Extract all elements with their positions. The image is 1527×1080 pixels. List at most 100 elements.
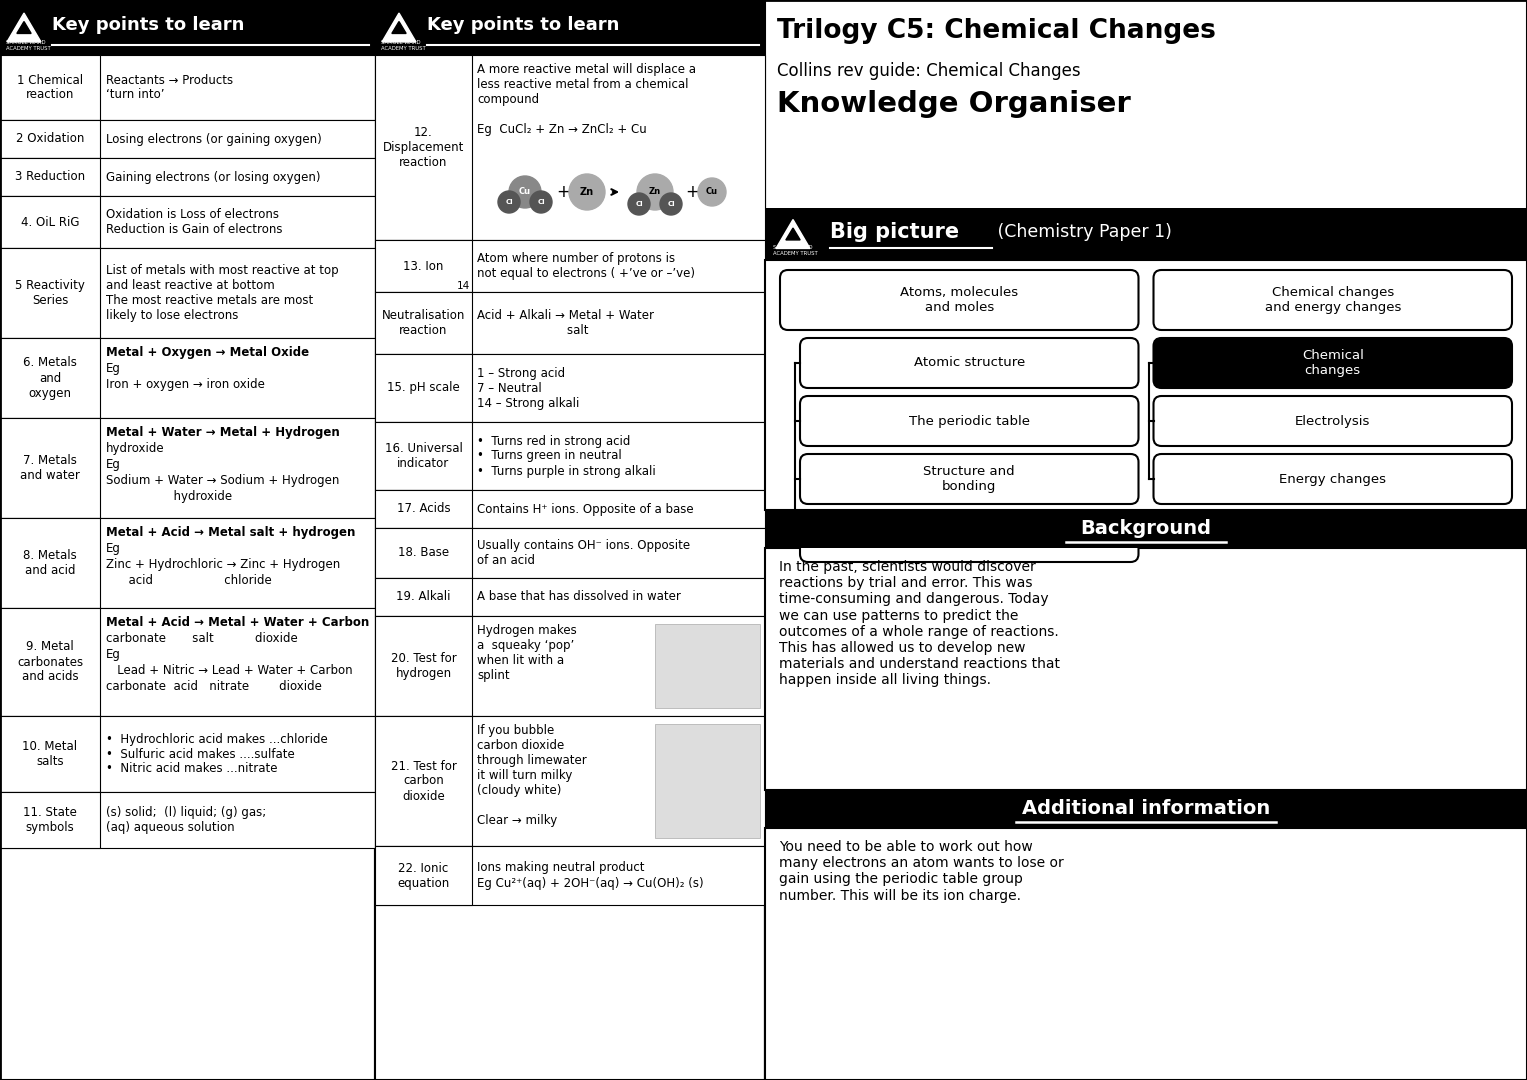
Text: hydroxide: hydroxide: [105, 442, 165, 455]
Text: Atom where number of protons is
not equal to electrons ( +’ve or –’ve): Atom where number of protons is not equa…: [476, 252, 695, 280]
FancyBboxPatch shape: [1153, 338, 1512, 388]
Text: •  Turns red in strong acid
•  Turns green in neutral
•  Turns purple in strong : • Turns red in strong acid • Turns green…: [476, 434, 655, 477]
FancyBboxPatch shape: [800, 512, 1139, 562]
Text: 16. Universal
indicator: 16. Universal indicator: [385, 442, 463, 470]
Bar: [0, 195, 99, 248]
Text: 5 Reactivity
Series: 5 Reactivity Series: [15, 279, 86, 307]
Text: (cloudy white): (cloudy white): [476, 784, 562, 797]
Bar: [376, 528, 472, 578]
Bar: [376, 716, 765, 846]
FancyBboxPatch shape: [800, 396, 1139, 446]
Text: A more reactive metal will displace a: A more reactive metal will displace a: [476, 63, 696, 76]
Bar: [0, 0, 376, 1080]
Text: carbonate       salt           dioxide: carbonate salt dioxide: [105, 632, 298, 645]
Text: Atomic structure: Atomic structure: [913, 356, 1025, 369]
Text: Zn: Zn: [649, 188, 661, 197]
Bar: [376, 578, 472, 616]
Bar: [376, 240, 472, 292]
Circle shape: [570, 174, 605, 210]
Text: Cl: Cl: [667, 201, 675, 207]
FancyBboxPatch shape: [800, 338, 1139, 388]
Bar: [376, 616, 765, 716]
Text: acid                   chloride: acid chloride: [105, 573, 272, 588]
Text: 4. OiL RiG: 4. OiL RiG: [21, 216, 79, 229]
Text: 1 Chemical
reaction: 1 Chemical reaction: [17, 73, 82, 102]
Text: Big picture: Big picture: [831, 222, 959, 242]
Polygon shape: [776, 219, 809, 248]
Text: +: +: [556, 183, 570, 201]
Text: 19. Alkali: 19. Alkali: [395, 591, 450, 604]
Text: 9. Metal
carbonates
and acids: 9. Metal carbonates and acids: [17, 640, 82, 684]
Text: Eg  CuCl₂ + Zn → ZnCl₂ + Cu: Eg CuCl₂ + Zn → ZnCl₂ + Cu: [476, 123, 647, 136]
Bar: [376, 528, 765, 578]
Text: 1 – Strong acid
7 – Neutral
14 – Strong alkali: 1 – Strong acid 7 – Neutral 14 – Strong …: [476, 366, 579, 409]
Text: Zinc + Hydrochloric → Zinc + Hydrogen: Zinc + Hydrochloric → Zinc + Hydrogen: [105, 558, 341, 571]
Text: Eg: Eg: [105, 648, 121, 661]
FancyBboxPatch shape: [780, 270, 1139, 330]
Text: Collins rev guide: Chemical Changes: Collins rev guide: Chemical Changes: [777, 62, 1081, 80]
Bar: [765, 208, 1527, 260]
Text: 21. Test for
carbon
dioxide: 21. Test for carbon dioxide: [391, 759, 457, 802]
Text: SAMUEL WARD
ACADEMY TRUST: SAMUEL WARD ACADEMY TRUST: [773, 245, 818, 256]
Text: A base that has dissolved in water: A base that has dissolved in water: [476, 591, 681, 604]
Circle shape: [660, 193, 683, 215]
Polygon shape: [17, 22, 31, 33]
Text: Losing electrons (or gaining oxygen): Losing electrons (or gaining oxygen): [105, 133, 322, 146]
Text: Cl: Cl: [635, 201, 643, 207]
Text: SAMUEL WARD
ACADEMY TRUST: SAMUEL WARD ACADEMY TRUST: [6, 40, 50, 51]
Bar: [0, 195, 376, 248]
Bar: [376, 846, 472, 905]
Bar: [655, 624, 760, 708]
Bar: [0, 0, 376, 55]
Text: 7. Metals
and water: 7. Metals and water: [20, 454, 79, 482]
Bar: [376, 292, 765, 354]
Text: Zn: Zn: [580, 187, 594, 197]
Bar: [376, 716, 472, 846]
Text: Energy changes: Energy changes: [1280, 473, 1387, 486]
Circle shape: [637, 174, 673, 210]
Text: Key points to learn: Key points to learn: [428, 15, 620, 33]
Text: Eg: Eg: [105, 362, 121, 375]
Text: Chemical changes
and energy changes: Chemical changes and energy changes: [1264, 286, 1400, 314]
Text: Contains H⁺ ions. Opposite of a base: Contains H⁺ ions. Opposite of a base: [476, 502, 693, 515]
Text: carbon dioxide: carbon dioxide: [476, 739, 565, 752]
Circle shape: [628, 193, 651, 215]
Bar: [0, 608, 99, 716]
Bar: [0, 792, 376, 848]
Text: (Chemistry Paper 1): (Chemistry Paper 1): [993, 222, 1171, 241]
Bar: [0, 248, 99, 338]
Bar: [376, 0, 765, 55]
Text: Sodium + Water → Sodium + Hydrogen: Sodium + Water → Sodium + Hydrogen: [105, 474, 339, 487]
Bar: [376, 490, 472, 528]
Circle shape: [530, 191, 551, 213]
Text: Reactants → Products
‘turn into’: Reactants → Products ‘turn into’: [105, 73, 234, 102]
Text: 14: 14: [457, 281, 470, 291]
Text: Metal + Acid → Metal salt + hydrogen: Metal + Acid → Metal salt + hydrogen: [105, 526, 356, 539]
Text: 6. Metals
and
oxygen: 6. Metals and oxygen: [23, 356, 76, 400]
Text: Metal + Oxygen → Metal Oxide: Metal + Oxygen → Metal Oxide: [105, 346, 308, 359]
FancyBboxPatch shape: [1153, 454, 1512, 504]
Text: 15. pH scale: 15. pH scale: [388, 381, 460, 394]
Text: 8. Metals
and acid: 8. Metals and acid: [23, 549, 76, 577]
Bar: [0, 418, 376, 518]
Text: Clear → milky: Clear → milky: [476, 814, 557, 827]
Text: 17. Acids: 17. Acids: [397, 502, 450, 515]
Text: Metal + Water → Metal + Hydrogen: Metal + Water → Metal + Hydrogen: [105, 426, 339, 438]
Text: •  Hydrochloric acid makes ...chloride
•  Sulfuric acid makes ....sulfate
•  Nit: • Hydrochloric acid makes ...chloride • …: [105, 732, 328, 775]
Text: Oxidation is Loss of electrons
Reduction is Gain of electrons: Oxidation is Loss of electrons Reduction…: [105, 208, 282, 237]
Text: Ions making neutral product
Eg Cu²⁺(aq) + 2OH⁻(aq) → Cu(OH)₂ (s): Ions making neutral product Eg Cu²⁺(aq) …: [476, 862, 704, 890]
Text: when lit with a: when lit with a: [476, 654, 563, 667]
Text: 3 Reduction: 3 Reduction: [15, 171, 86, 184]
Bar: [765, 260, 1527, 510]
Text: Cu: Cu: [705, 188, 718, 197]
Text: Hydrogen makes: Hydrogen makes: [476, 624, 577, 637]
Bar: [376, 490, 765, 528]
Bar: [0, 418, 99, 518]
Bar: [0, 792, 99, 848]
Text: Chemical
changes: Chemical changes: [1303, 349, 1364, 377]
Text: Structure and
bonding: Structure and bonding: [924, 465, 1015, 492]
Text: Trilogy C5: Chemical Changes: Trilogy C5: Chemical Changes: [777, 18, 1215, 44]
Text: Eg: Eg: [105, 542, 121, 555]
Text: 18. Base: 18. Base: [399, 546, 449, 559]
Text: 11. State
symbols: 11. State symbols: [23, 806, 76, 834]
